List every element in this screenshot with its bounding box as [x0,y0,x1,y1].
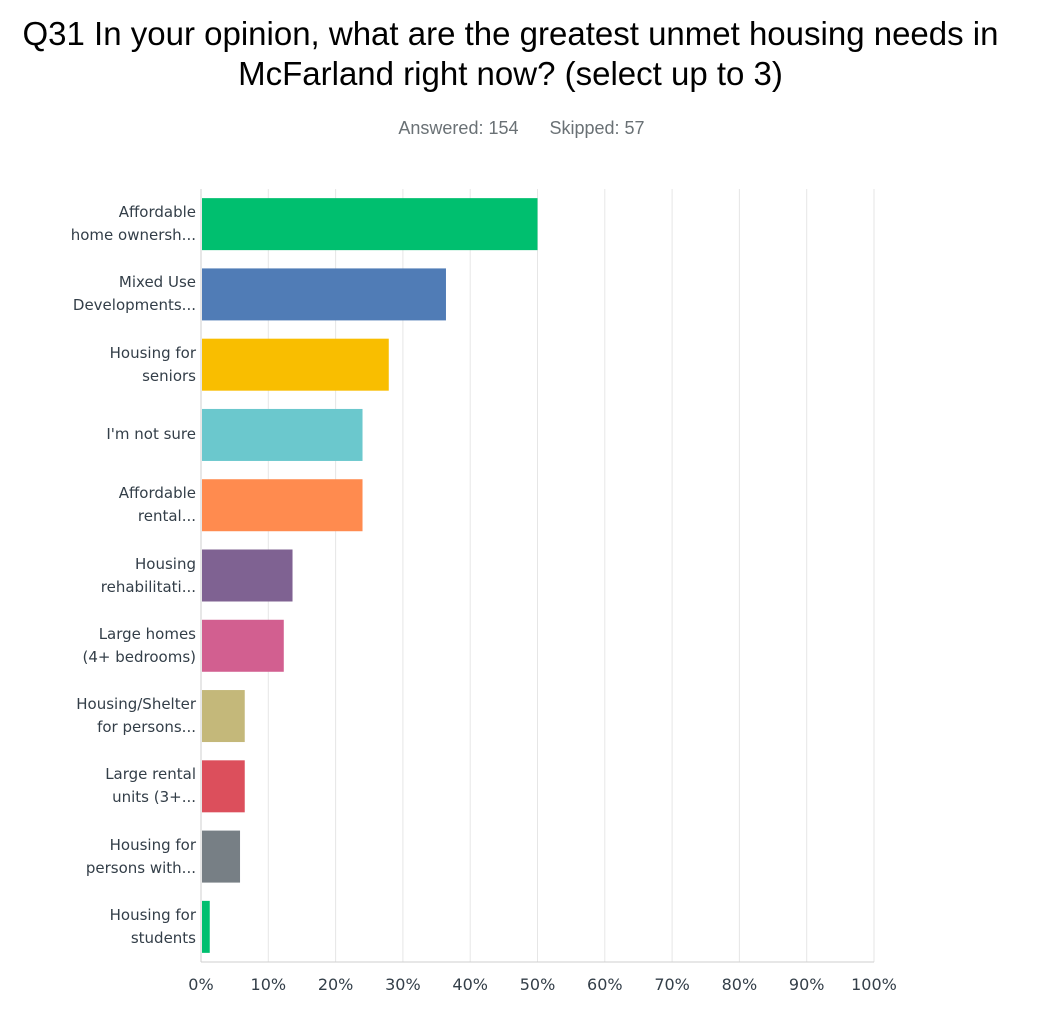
category-label: Affordable home ownersh... [6,201,196,247]
category-label-line: home ownersh... [70,226,196,245]
bar[interactable] [202,549,293,602]
bar[interactable] [202,338,389,391]
response-summary: Answered: 154 Skipped: 57 [0,118,1043,139]
category-label: Housing/Shelter for persons... [6,693,196,739]
bar[interactable] [202,760,245,813]
bar[interactable] [202,830,241,883]
skipped-count: Skipped: 57 [549,118,645,138]
category-label-line: Large homes [98,624,196,643]
x-tick-label: 30% [385,975,421,994]
x-tick-label: 90% [788,975,825,994]
chart-title-line-2: McFarland right now? (select up to 3) [238,55,783,92]
bar[interactable] [202,619,284,672]
x-tick-label: 40% [452,975,488,994]
category-label-line: Housing [135,554,196,573]
chart-title: Q31 In your opinion, what are the greate… [0,14,1021,94]
x-tick-label: 70% [654,975,690,994]
bar[interactable] [202,690,245,743]
category-label-line: Developments... [72,296,196,315]
category-label-line: units (3+... [112,788,196,807]
answered-count: Answered: 154 [398,118,519,138]
category-label: Mixed Use Developments... [6,271,196,317]
category-label: Housing for students [6,904,196,950]
category-label-line: Mixed Use [118,273,196,292]
category-label-line: rehabilitati... [100,577,196,596]
x-tick-label: 20% [317,975,354,994]
category-label-line: rental... [137,507,196,526]
x-tick-label: 60% [587,975,623,994]
category-label: Affordable rental... [6,482,196,528]
category-label: Large rental units (3+... [6,763,196,809]
category-label: Large homes (4+ bedrooms) [6,623,196,669]
category-label-line: (4+ bedrooms) [82,647,196,666]
category-label: I'm not sure [6,423,196,446]
chart-title-line-1: Q31 In your opinion, what are the greate… [22,15,999,52]
category-label-line: Housing for [109,835,196,854]
category-label-line: students [130,928,196,947]
bar[interactable] [202,268,446,321]
category-label-line: Housing/Shelter [76,695,196,714]
category-label-line: persons with... [85,858,196,877]
category-label-line: Housing for [109,343,196,362]
category-label-line: I'm not sure [106,425,196,444]
x-tick-label: 80% [721,975,758,994]
x-tick-label: 0% [188,975,214,994]
category-label-line: Affordable [118,203,196,222]
category-label-line: Affordable [118,484,196,503]
category-label-line: Large rental [105,765,196,784]
category-label-line: seniors [142,366,196,385]
bar[interactable] [202,479,363,532]
x-tick-label: 50% [519,975,556,994]
category-label-line: Housing for [109,905,196,924]
category-label-line: for persons... [97,718,196,737]
x-tick-label: 10% [250,975,287,994]
category-label: Housing for seniors [6,342,196,388]
category-label: Housing for persons with... [6,834,196,880]
category-label: Housing rehabilitati... [6,553,196,599]
bar[interactable] [202,408,363,461]
bar[interactable] [202,198,538,251]
x-tick-label: 100% [851,975,897,994]
bar[interactable] [202,900,210,953]
